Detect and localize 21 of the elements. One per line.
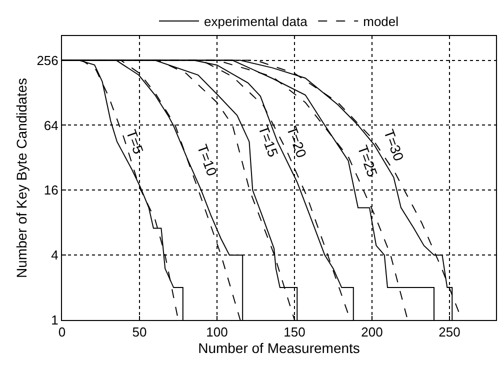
y-tick-label: 16 [44,182,58,198]
annotation: T=25 [354,143,381,180]
x-tick-label: 0 [58,324,66,340]
annotation: T=30 [380,127,408,164]
x-tick-label: 50 [132,324,147,340]
x-tick-label: 200 [361,324,383,340]
y-tick-label: 1 [51,312,58,328]
annotation: T=10 [194,142,220,178]
annotation: T=15 [255,123,282,160]
x-tick-label: 100 [206,324,228,340]
y-tick-label: 4 [51,248,58,263]
y-tick-label: 64 [44,118,58,133]
y-tick-label: 256 [36,52,58,68]
x-tick-label: 150 [284,324,306,340]
x-axis-title: Number of Measurements [198,340,360,356]
y-axis-title: Number of Key Byte Candidates [13,78,30,278]
legend-label: experimental data [204,14,308,30]
x-tick-label: 250 [438,324,460,340]
annotation: T=5 [123,127,147,156]
legend-label: model [363,14,399,30]
annotation: T=20 [284,124,310,160]
